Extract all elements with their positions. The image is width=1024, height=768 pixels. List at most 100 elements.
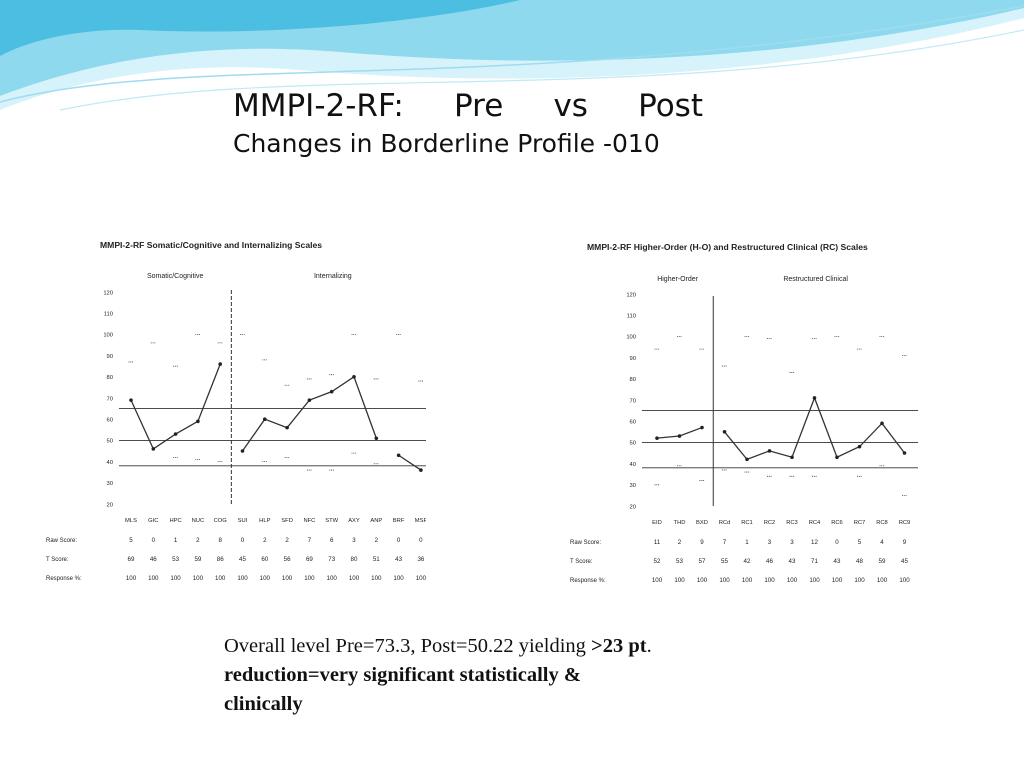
table-cell: 71 [811,558,818,565]
table-cell: 42 [744,558,751,565]
x-tick-label: RC6 [831,520,843,526]
table-cell: 100 [877,577,888,584]
table-row-label: Raw Score: [46,538,77,544]
table-cell: 3 [768,539,772,546]
data-point [396,453,401,458]
wave-decoration [0,0,1024,111]
table-cell: 100 [764,577,775,584]
x-tick-label: RC9 [899,520,911,526]
chart-panel-higher-order-rc: MMPI-2-RF Higher-Order (H-O) and Restruc… [565,233,973,599]
y-tick-label: 100 [103,333,113,339]
y-tick-label: 20 [630,504,636,510]
table-cell: 100 [327,575,338,582]
data-point [173,432,178,436]
table-row-label: T Score: [46,557,69,563]
y-tick-label: 90 [107,354,113,360]
table-cell: 2 [285,537,289,544]
table-cell: 100 [393,575,404,582]
table-cell: 100 [126,575,137,582]
y-tick-label: 20 [107,502,113,508]
summary-line-1-text: Overall level Pre=73.3, Post=50.22 yield… [224,635,592,657]
x-tick-label: COG [214,518,228,524]
table-cell: 100 [193,575,204,582]
data-point [745,457,749,462]
table-cell: 100 [832,577,843,584]
x-tick-label: RC4 [809,520,821,526]
table-cell: 43 [789,558,796,565]
table-cell: 7 [723,539,727,546]
y-tick-label: 80 [107,375,113,381]
data-point [677,434,682,438]
x-tick-label: SUI [238,518,248,524]
y-tick-label: 120 [626,292,636,298]
table-cell: 100 [742,577,753,584]
table-cell: 100 [304,575,315,582]
y-tick-label: 110 [104,312,113,318]
table-cell: 86 [217,556,224,563]
data-point [307,398,312,402]
x-tick-label: BXD [696,520,708,526]
table-cell: 100 [170,575,181,582]
table-cell: 51 [373,556,380,563]
table-cell: 12 [811,539,818,546]
table-cell: 0 [397,537,401,544]
data-point [329,389,334,394]
table-cell: 100 [237,575,248,582]
table-cell: 59 [879,558,886,565]
data-point [218,362,222,366]
x-tick-label: ANP [370,518,382,524]
table-cell: 11 [654,539,661,546]
y-tick-label: 80 [630,377,636,383]
table-cell: 100 [697,577,708,584]
table-cell: 0 [835,539,839,546]
table-cell: 45 [901,558,908,565]
wave-band-dark [0,0,520,56]
x-tick-label: GIC [148,518,158,524]
table-cell: 100 [719,577,730,584]
data-point [263,417,267,421]
data-point [240,449,245,453]
summary-text: Overall level Pre=73.3, Post=50.22 yield… [224,632,784,719]
group-label: Internalizing [314,273,352,280]
data-point [129,398,133,402]
title-part: MMPI-2-RF: [233,88,404,124]
x-tick-label: MLS [125,518,137,524]
y-tick-label: 60 [630,420,636,426]
y-tick-label: 60 [107,418,113,424]
wave-line-2 [59,29,1024,111]
summary-line-1-bold: >23 pt [591,635,647,657]
x-tick-label: EID [652,520,662,526]
x-tick-label: HLP [259,518,270,524]
table-cell: 6 [330,537,334,544]
data-point [790,455,794,460]
x-tick-label: HPC [169,518,181,524]
data-point [902,451,907,455]
x-tick-label: STW [325,518,338,524]
series-line [130,363,221,450]
x-tick-label: RCd [719,520,731,526]
table-cell: 53 [172,556,179,563]
data-point [857,444,862,449]
table-cell: 3 [352,537,356,544]
x-tick-label: NUC [192,518,205,524]
y-tick-label: 50 [107,439,113,445]
chart-panel-somatic-internalizing: MMPI-2-RF Somatic/Cognitive and Internal… [44,229,435,600]
title-part: Pre [454,88,504,124]
x-tick-label: RC8 [876,520,888,526]
table-cell: 0 [241,537,245,544]
table-cell: 9 [903,539,907,546]
y-tick-label: 120 [103,290,113,296]
table-cell: 60 [261,556,268,563]
data-point [880,421,884,426]
data-point [419,468,423,472]
summary-line-2-bold: reduction=very significant statistically… [224,664,581,686]
data-point [835,455,839,460]
y-tick-label: 90 [630,356,636,362]
y-tick-label: 40 [107,460,113,466]
data-point [151,447,156,451]
table-cell: 0 [419,537,423,544]
table-cell: 36 [417,556,424,563]
chart-title: MMPI-2-RF Higher-Order (H-O) and Restruc… [587,242,868,252]
summary-line-3-bold: clinically [224,693,303,715]
chart-title: MMPI-2-RF Somatic/Cognitive and Internal… [100,240,322,250]
